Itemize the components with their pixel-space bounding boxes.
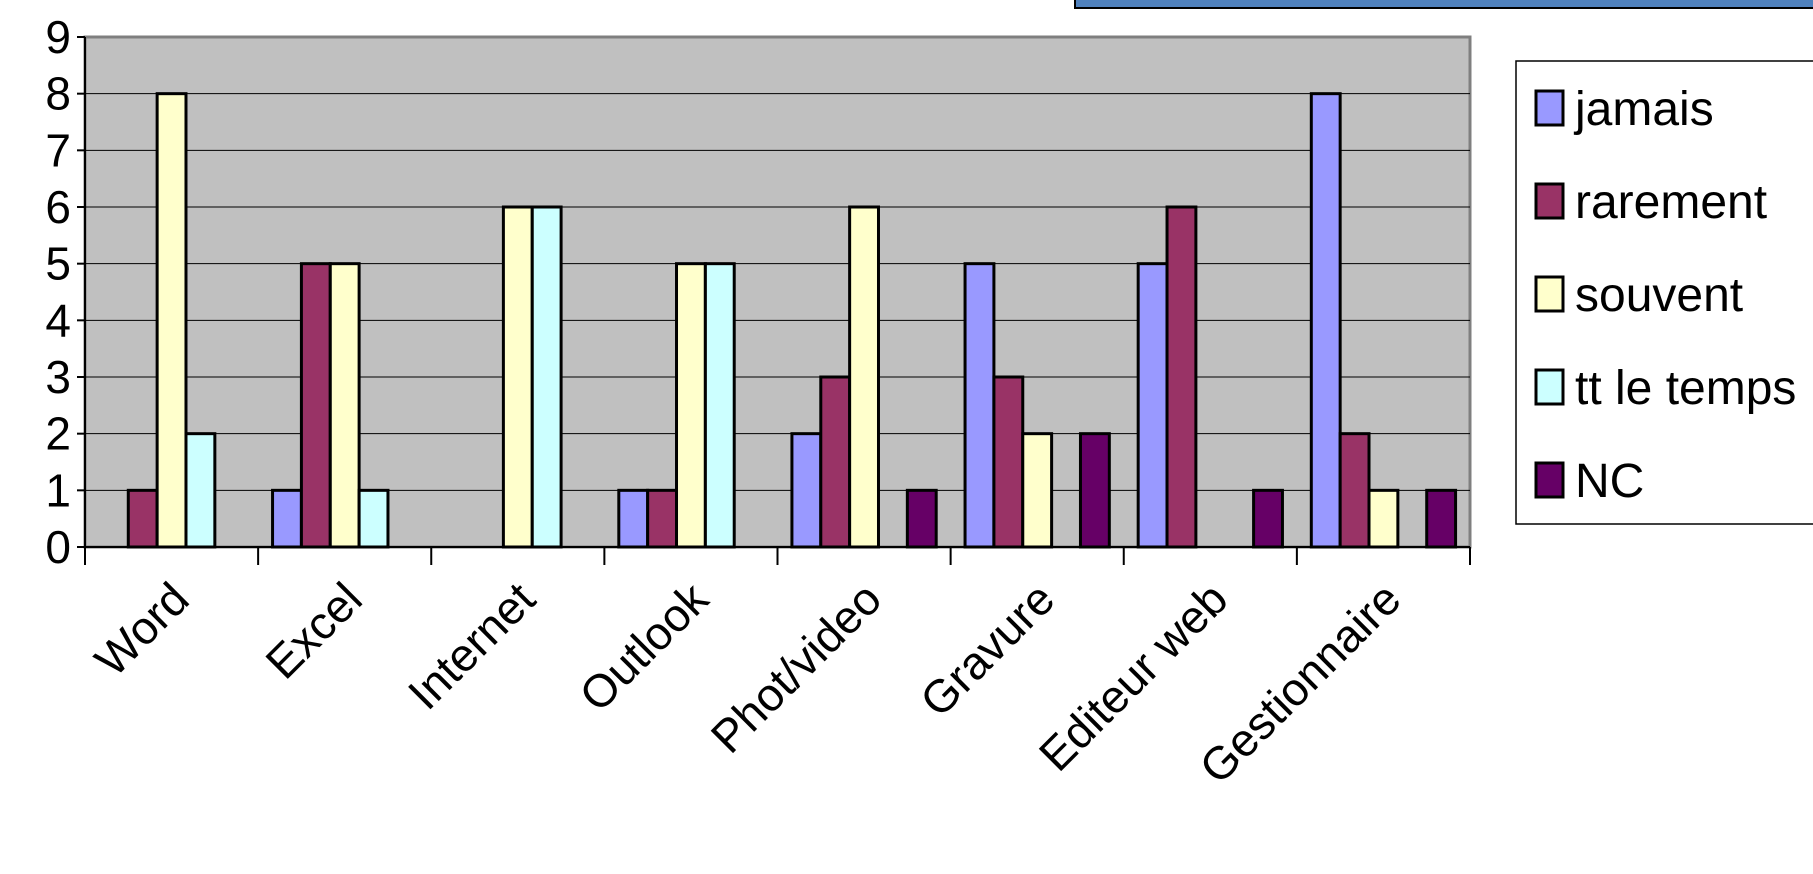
- bar-NC-Gravure: [1078, 432, 1111, 549]
- bar-jamais-Excel: [271, 488, 303, 549]
- bar-souvent-Excel: [328, 262, 361, 549]
- bar-NC-Gestionnaire: [1425, 488, 1458, 549]
- bars: [126, 92, 1458, 549]
- bar-rarement-Editeur-web: [1165, 205, 1198, 549]
- x-category-label: Excel: [255, 572, 371, 688]
- legend-label: tt le temps: [1575, 362, 1796, 415]
- legend-swatch-rarement: [1534, 182, 1565, 220]
- legend-swatch-tt-le-temps: [1534, 368, 1565, 406]
- x-category-label: Word: [85, 572, 199, 686]
- bar-rarement-Gestionnaire: [1338, 432, 1371, 549]
- y-tick-label: 6: [45, 181, 71, 233]
- legend-swatch-NC: [1534, 461, 1565, 499]
- bar-tt-le-temps-Outlook: [703, 262, 736, 549]
- y-tick-label: 3: [45, 351, 71, 403]
- x-category-label: Phot/video: [701, 572, 891, 762]
- bar-rarement-Phot-video: [819, 375, 852, 549]
- y-tick-label: 1: [45, 464, 71, 516]
- bar-jamais-Outlook: [617, 488, 650, 549]
- bar-rarement-Word: [126, 488, 159, 549]
- legend-box: [1515, 60, 1813, 525]
- x-category-label: Outlook: [569, 572, 719, 722]
- bar-souvent-Word: [155, 92, 188, 549]
- bar-tt-le-temps-Internet: [530, 205, 563, 549]
- bar-souvent-Gestionnaire: [1367, 488, 1400, 549]
- legend-label: jamais: [1573, 83, 1714, 136]
- legend-label: rarement: [1575, 176, 1767, 229]
- y-tick-label: 8: [45, 68, 71, 120]
- bar-souvent-Phot-video: [848, 205, 880, 549]
- bar-jamais-Gestionnaire: [1309, 92, 1342, 549]
- y-tick-label: 7: [45, 124, 71, 176]
- y-tick-label: 9: [45, 11, 71, 63]
- bar-NC-Editeur-web: [1252, 488, 1284, 549]
- legend: jamais rarement souvent tt le temps NC: [1515, 60, 1813, 525]
- header-band: [1074, 0, 1813, 9]
- bar-tt-le-temps-Word: [184, 432, 217, 549]
- legend-swatch-jamais: [1534, 89, 1565, 127]
- bar-jamais-Gravure: [963, 262, 996, 549]
- y-tick-label: 5: [45, 238, 71, 290]
- bar-rarement-Gravure: [992, 375, 1025, 549]
- legend-label: souvent: [1575, 269, 1743, 322]
- bar-souvent-Outlook: [675, 262, 707, 549]
- y-tick-label: 0: [45, 521, 71, 573]
- y-tick-label: 4: [45, 294, 71, 346]
- plot-area: [83, 35, 1472, 549]
- bar-jamais-Editeur-web: [1136, 262, 1169, 549]
- y-tick-label: 2: [45, 408, 71, 460]
- bar-jamais-Phot-video: [790, 432, 823, 549]
- legend-label: NC: [1575, 455, 1644, 508]
- bar-tt-le-temps-Excel: [357, 488, 390, 549]
- bar-rarement-Excel: [299, 262, 332, 549]
- bar-NC-Phot-video: [905, 488, 938, 549]
- x-category-label: Gravure: [910, 572, 1064, 726]
- x-category-label: Internet: [398, 572, 545, 719]
- bar-rarement-Outlook: [646, 488, 679, 549]
- legend-swatch-souvent: [1534, 275, 1565, 313]
- bar-souvent-Gravure: [1021, 432, 1054, 549]
- bar-souvent-Internet: [501, 205, 534, 549]
